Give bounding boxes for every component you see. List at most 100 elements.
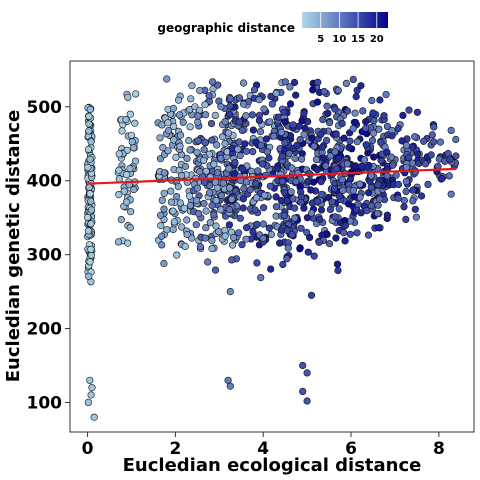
scatter-point [126,165,134,173]
scatter-point [335,205,343,213]
scatter-point [258,160,267,168]
scatter-point [219,133,227,141]
scatter-point [272,203,281,211]
scatter-point [235,229,243,237]
scatter-point [170,122,178,131]
scatter-point [208,237,216,245]
scatter-point [127,208,135,216]
scatter-point [226,95,234,103]
scatter-point [84,398,92,407]
scatter-point [356,180,364,188]
scatter-point [299,361,307,370]
scatter-point [343,160,352,168]
scatter-point [115,191,123,199]
scatter-point [290,78,299,87]
scatter-point [335,192,343,200]
scatter-point [201,234,209,242]
scatter-point [394,180,403,189]
scatter-point [310,252,318,260]
scatter-point [85,127,93,135]
scatter-point [267,92,275,100]
scatter-point [414,150,422,158]
scatter-point [201,138,209,146]
scatter-point [87,206,96,214]
scatter-point [194,112,202,120]
scatter-point [276,239,284,247]
scatter-point [87,391,95,399]
scatter-point [236,214,244,222]
scatter-point [340,134,348,142]
scatter-point [279,260,287,269]
scatter-point [158,121,166,129]
scatter-point [115,150,123,158]
scatter-point [201,101,209,109]
scatter-point [122,198,131,206]
scatter-point [181,242,189,250]
scatter-point [300,204,308,212]
scatter-point [417,192,426,200]
scatter-point [303,369,311,377]
scatter-point [263,148,272,156]
y-tick-label: 400 [27,172,63,192]
scatter-point [132,90,140,98]
scatter-point [265,224,273,232]
scatter-point [115,175,123,183]
scatter-point [253,220,261,228]
scatter-point [308,134,316,142]
scatter-point [405,106,413,114]
scatter-point [289,121,297,129]
colorbar-tick-label: 15 [351,34,365,45]
scatter-point [200,156,208,164]
scatter-point [186,146,194,154]
scatter-point [438,174,446,183]
scatter-point [212,196,220,205]
scatter-point [358,162,366,170]
scatter-point [331,213,339,221]
x-axis-title: Eucledian ecological distance [123,455,422,476]
scatter-point [236,152,244,160]
scatter-point [303,214,312,222]
scatter-point [194,118,202,126]
scatter-point [87,245,95,253]
scatter-point [176,111,184,119]
scatter-point [398,137,406,145]
scatter-point [353,138,361,146]
x-axis: 0 2 4 6 8 [82,432,445,459]
scatter-point [287,188,295,196]
x-tick-label: 0 [82,439,94,459]
colorbar-title: geographic distance [157,21,295,35]
scatter-point [376,195,384,203]
scatter-point [120,187,128,195]
scatter-point [225,165,233,173]
scatter-point [156,134,164,142]
scatter-point [345,200,353,208]
scatter-point [214,81,222,89]
scatter-point [377,138,385,147]
scatter-point [267,265,275,273]
scatter-point [288,164,296,172]
scatter-point [273,165,281,173]
scatter-point [402,215,410,223]
scatter-point [175,96,183,104]
scatter-point [240,79,248,87]
scatter-point [165,127,173,135]
scatter-point [192,221,200,229]
scatter-point [383,122,392,130]
scatter-point [313,197,321,205]
scatter-point [193,196,201,205]
scatter-point [157,222,165,230]
scatter-point [188,82,196,90]
scatter-point [402,187,410,196]
scatter-point [304,178,312,186]
colorbar-ticks: 5 10 15 20 [317,12,384,45]
scatter-point [286,83,294,91]
scatter-point [362,124,370,132]
scatter-point [349,125,357,133]
scatter-point [293,141,301,149]
scatter-point [278,152,286,160]
scatter-point [124,93,132,101]
scatter-point [367,202,376,210]
scatter-point [313,98,322,106]
scatter-point [320,87,328,96]
scatter-point [304,248,312,256]
